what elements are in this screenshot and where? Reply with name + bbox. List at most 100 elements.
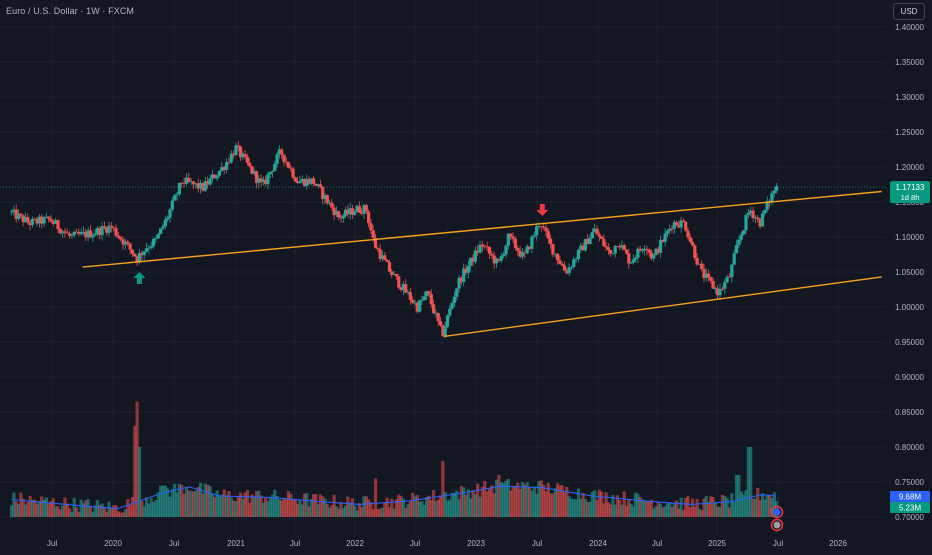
volume-bar	[180, 484, 184, 517]
y-tick-label: 1.10000	[895, 233, 924, 242]
candle-body	[343, 209, 348, 216]
volume-bar	[583, 499, 588, 517]
candle-body	[9, 211, 14, 213]
volume-bar	[567, 496, 571, 517]
volume-bar	[232, 500, 236, 517]
volume-bar	[618, 500, 622, 517]
x-tick-label: 2023	[467, 539, 485, 548]
candle-body	[716, 288, 720, 296]
candle-body	[206, 181, 210, 185]
candle-body	[711, 280, 715, 289]
volume-bar	[609, 504, 613, 517]
candle-body	[595, 228, 599, 235]
candle-body	[742, 230, 746, 235]
candle-body	[725, 276, 729, 283]
y-tick-label: 1.05000	[895, 268, 924, 277]
candle-body	[638, 248, 642, 251]
candle-body	[373, 237, 378, 249]
volume-bar	[663, 506, 667, 517]
candle-body	[21, 215, 25, 223]
candle-body	[548, 238, 553, 244]
candle-body	[47, 216, 51, 219]
volume-bar	[445, 500, 450, 517]
candle-body	[234, 145, 238, 156]
volume-bar	[224, 495, 229, 517]
volume-bar	[452, 492, 457, 517]
y-tick-label: 0.75000	[895, 478, 924, 487]
candle-body	[609, 249, 613, 254]
candle-body	[170, 200, 174, 210]
candle-body	[298, 181, 302, 184]
volume-bar	[16, 503, 21, 517]
volume-bar	[390, 498, 394, 517]
volume-bar	[112, 505, 116, 517]
candle-body	[309, 178, 313, 184]
volume-bar	[334, 506, 339, 517]
candle-body	[49, 218, 53, 222]
candle-body	[84, 231, 88, 238]
candle-body	[562, 265, 567, 271]
x-tick-label: 2020	[104, 539, 122, 548]
candle-body	[191, 181, 196, 185]
chart-title: Euro / U.S. Dollar · 1W · FXCM	[6, 6, 135, 16]
candle-body	[525, 246, 529, 254]
candle-body	[462, 268, 466, 282]
volume-bar	[275, 496, 279, 517]
volume-bar	[105, 511, 109, 517]
volume-bar	[539, 480, 543, 517]
candle-body	[411, 299, 415, 303]
volume-bar	[257, 490, 261, 517]
volume-bar	[546, 482, 550, 517]
candle-body	[464, 268, 468, 273]
volume-bar	[194, 490, 198, 517]
candle-body	[668, 228, 672, 231]
volume-bar	[422, 504, 426, 517]
candle-body	[572, 259, 576, 267]
candle-body	[305, 179, 309, 186]
y-tick-label: 1.35000	[895, 58, 924, 67]
candle-body	[325, 195, 329, 203]
volume-ma-line	[11, 485, 777, 510]
volume-bar	[516, 482, 520, 517]
candle-body	[316, 184, 320, 186]
candle-body	[147, 247, 151, 249]
candle-body	[268, 171, 272, 175]
candle-body	[220, 167, 224, 171]
currency-button[interactable]: USD	[893, 3, 925, 20]
volume-bars	[9, 401, 779, 517]
volume-bar	[184, 487, 189, 517]
candle-body	[58, 228, 62, 234]
volume-bar	[602, 503, 606, 517]
x-tick-label: Jul	[652, 539, 662, 548]
volume-bar	[734, 475, 739, 517]
volume-bar	[91, 511, 95, 517]
volume-bar	[79, 499, 83, 517]
volume-bar	[168, 496, 172, 517]
volume-bar	[551, 493, 555, 517]
candle-body	[248, 162, 252, 167]
volume-bar	[679, 497, 683, 517]
candle-body	[518, 250, 522, 257]
volume-bar	[70, 511, 74, 517]
volume-bar	[51, 498, 55, 517]
volume-bar	[450, 492, 454, 517]
volume-bar	[725, 497, 729, 517]
volume-bar	[353, 505, 357, 517]
volume-bar	[492, 493, 496, 517]
candle-body	[713, 288, 717, 290]
candle-body	[196, 183, 200, 189]
candle-body	[383, 255, 387, 260]
candle-body	[194, 183, 198, 185]
volume-bar	[259, 495, 263, 517]
volume-bar	[149, 498, 153, 517]
volume-bar	[284, 499, 288, 517]
volume-bar	[243, 492, 247, 517]
candle-body	[727, 276, 732, 278]
volume-bar	[130, 497, 135, 517]
candle-body	[469, 257, 473, 266]
candle-body	[706, 273, 711, 277]
volume-bar	[744, 490, 748, 517]
